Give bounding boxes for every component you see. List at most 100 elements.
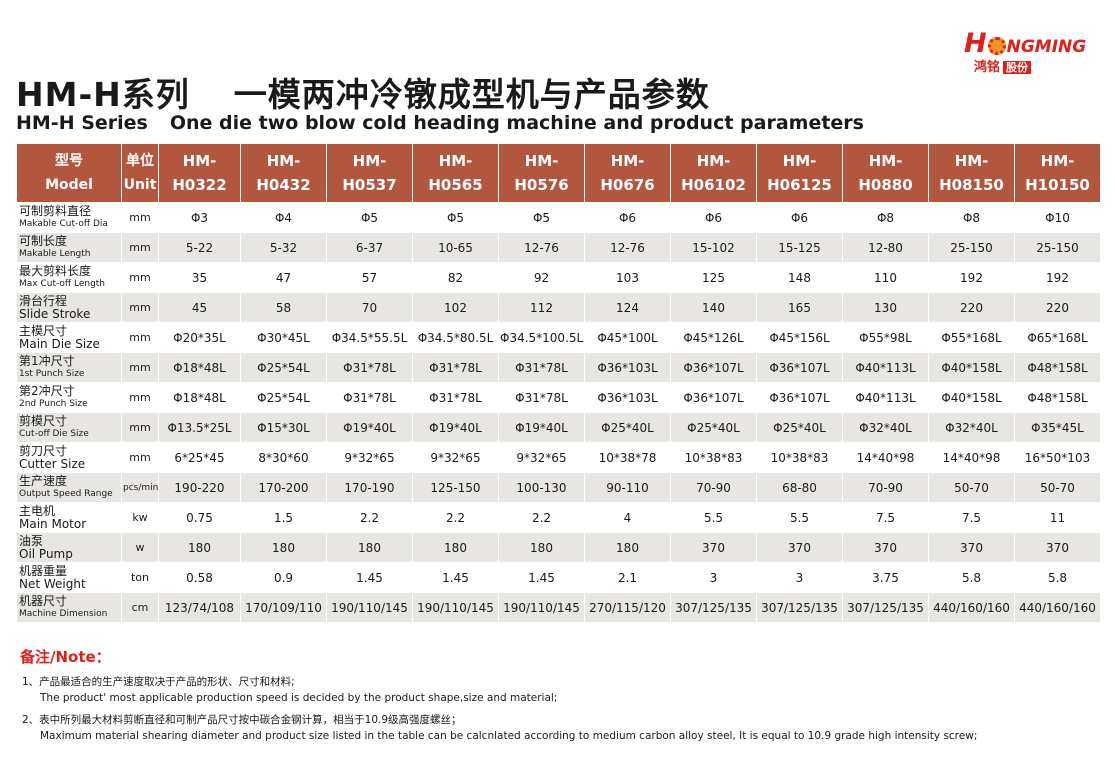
table-cell: Φ18*48L xyxy=(158,382,241,413)
table-cell: Φ65*168L xyxy=(1014,322,1101,353)
row-param: 可制剪料直径 Makable Cut-off Dia xyxy=(16,202,122,233)
table-cell: 25-150 xyxy=(928,232,1015,263)
header-model-8: HM- H0880 xyxy=(842,143,929,203)
table-cell: Φ6 xyxy=(756,202,843,233)
row-param-en: Makable Cut-off Dia xyxy=(19,218,108,229)
table-cell: 5.8 xyxy=(1014,562,1101,593)
table-cell: 3 xyxy=(670,562,757,593)
table-cell: Φ31*78L xyxy=(412,382,499,413)
header-model-code: H06125 xyxy=(767,176,832,194)
header-unit-cn: 单位 xyxy=(126,153,154,169)
table-cell: 123/74/108 xyxy=(158,592,241,623)
table-cell: 14*40*98 xyxy=(928,442,1015,473)
table-cell: 370 xyxy=(756,532,843,563)
spec-table-header: 型号 Model 单位 Unit HM- H0322 HM- H0432 HM- H053… xyxy=(16,143,1101,203)
header-model: 型号 Model xyxy=(16,143,122,203)
table-cell: 5.5 xyxy=(670,502,757,533)
table-cell: 440/160/160 xyxy=(928,592,1015,623)
title-en-series: HM-H Series xyxy=(16,112,148,134)
table-cell: Φ3 xyxy=(158,202,241,233)
header-unit-en: Unit xyxy=(123,177,157,193)
header-model-5: HM- H0676 xyxy=(584,143,671,203)
table-cell: Φ15*30L xyxy=(240,412,327,443)
table-cell: 2.2 xyxy=(326,502,413,533)
table-cell: 68-80 xyxy=(756,472,843,503)
table-row: 剪刀尺寸 Cutter Size mm 6*25*45 8*30*60 9*32*65 9*… xyxy=(16,442,1101,473)
row-param-cn: 油泵 xyxy=(19,533,44,548)
table-cell: 5-32 xyxy=(240,232,327,263)
table-cell: 190/110/145 xyxy=(326,592,413,623)
header-model-prefix: HM- xyxy=(438,152,473,170)
header-model-prefix: HM- xyxy=(696,152,731,170)
table-cell: 9*32*65 xyxy=(412,442,499,473)
table-cell: 102 xyxy=(412,292,499,323)
table-cell: 190-220 xyxy=(158,472,241,503)
header-model-prefix: HM- xyxy=(954,152,989,170)
table-cell: Φ6 xyxy=(584,202,671,233)
table-cell: Φ45*100L xyxy=(584,322,671,353)
row-param-en: Net Weight xyxy=(19,576,86,591)
table-cell: 125-150 xyxy=(412,472,499,503)
row-param-cn: 生产速度 xyxy=(19,473,68,488)
table-row: 主电机 Main Motor kw 0.75 1.5 2.2 2.2 2.2 4 5.5 5.5 7.… xyxy=(16,502,1101,533)
table-cell: 5.5 xyxy=(756,502,843,533)
table-cell: Φ6 xyxy=(670,202,757,233)
table-cell: Φ4 xyxy=(240,202,327,233)
table-cell: 82 xyxy=(412,262,499,293)
table-cell: Φ31*78L xyxy=(498,382,585,413)
row-param: 剪模尺寸 Cut-off Die Size xyxy=(16,412,122,443)
spec-table: 型号 Model 单位 Unit HM- H0322 HM- H0432 HM- H053… xyxy=(16,143,1101,623)
company-logo: H NGMING 鸿铭 股份 xyxy=(964,28,1096,75)
table-cell: 6*25*45 xyxy=(158,442,241,473)
table-cell: 165 xyxy=(756,292,843,323)
table-cell: 0.58 xyxy=(158,562,241,593)
table-cell: 170-200 xyxy=(240,472,327,503)
table-cell: Φ36*107L xyxy=(670,352,757,383)
table-cell: Φ55*98L xyxy=(842,322,929,353)
row-param-en: Machine Dimension xyxy=(19,608,108,619)
header-model-prefix: HM- xyxy=(868,152,903,170)
table-cell: 2.2 xyxy=(412,502,499,533)
row-unit: mm xyxy=(121,412,159,443)
header-model-cn: 型号 xyxy=(55,153,83,169)
header-model-6: HM- H06102 xyxy=(670,143,757,203)
table-row: 第1冲尺寸 1st Punch Size mm Φ18*48L Φ25*54L Φ31*7… xyxy=(16,352,1101,383)
row-param: 机器重量 Net Weight xyxy=(16,562,122,593)
header-model-prefix: HM- xyxy=(782,152,817,170)
table-cell: Φ36*103L xyxy=(584,352,671,383)
row-unit: pcs/min xyxy=(121,472,159,503)
table-cell: Φ40*158L xyxy=(928,352,1015,383)
row-param: 生产速度 Output Speed Range xyxy=(16,472,122,503)
table-cell: Φ34.5*100.5L xyxy=(498,322,585,353)
row-unit: w xyxy=(121,532,159,563)
row-param: 滑台行程 Slide Stroke xyxy=(16,292,122,323)
table-cell: 50-70 xyxy=(1014,472,1101,503)
table-cell: 5.8 xyxy=(928,562,1015,593)
table-cell: 124 xyxy=(584,292,671,323)
table-cell: Φ25*54L xyxy=(240,352,327,383)
table-cell: 35 xyxy=(158,262,241,293)
table-cell: 130 xyxy=(842,292,929,323)
row-param-cn: 主电机 xyxy=(19,503,56,518)
table-cell: 180 xyxy=(584,532,671,563)
notes-title: 备注/Note： xyxy=(20,648,111,666)
table-cell: 6-37 xyxy=(326,232,413,263)
table-cell: 3.75 xyxy=(842,562,929,593)
row-param-en: Makable Length xyxy=(19,248,91,259)
table-cell: 7.5 xyxy=(842,502,929,533)
header-model-prefix: HM- xyxy=(182,152,217,170)
row-param: 第2冲尺寸 2nd Punch Size xyxy=(16,382,122,413)
table-row: 剪模尺寸 Cut-off Die Size mm Φ13.5*25L Φ15*30L Φ1… xyxy=(16,412,1101,443)
row-param-en: Main Die Size xyxy=(19,336,100,351)
header-unit: 单位 Unit xyxy=(121,143,159,203)
table-cell: Φ19*40L xyxy=(412,412,499,443)
table-cell: 148 xyxy=(756,262,843,293)
table-cell: 1.5 xyxy=(240,502,327,533)
table-cell: 0.9 xyxy=(240,562,327,593)
table-cell: 170-190 xyxy=(326,472,413,503)
table-cell: Φ55*168L xyxy=(928,322,1015,353)
row-unit: mm xyxy=(121,262,159,293)
row-unit: kw xyxy=(121,502,159,533)
row-param-cn: 可制长度 xyxy=(19,233,68,248)
logo-brand: H NGMING xyxy=(964,28,1086,59)
